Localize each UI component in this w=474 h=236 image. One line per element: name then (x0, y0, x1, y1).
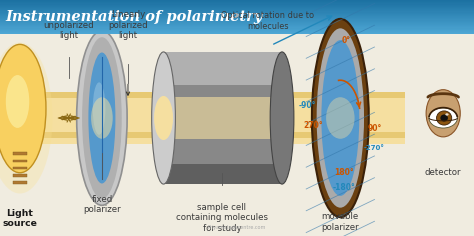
Bar (0, 25, 474, 26)
Text: detector: detector (425, 168, 462, 177)
Ellipse shape (91, 97, 113, 139)
Bar (164, 97, 282, 139)
Bar (0, 7, 474, 8)
Bar (0, 32, 474, 33)
Bar (164, 52, 282, 85)
Bar (0, 21, 474, 22)
Bar (0, 19, 474, 21)
Bar (0, 26, 474, 27)
Bar (0, 8, 474, 9)
Bar (0, 30, 474, 31)
Ellipse shape (426, 90, 460, 137)
Bar (164, 52, 282, 184)
Bar (13, 152, 27, 155)
Text: Light
source: Light source (2, 209, 37, 228)
Bar (164, 164, 282, 184)
Ellipse shape (317, 28, 364, 208)
Ellipse shape (154, 96, 173, 140)
Bar (0, 29, 474, 30)
Bar (0, 4, 474, 6)
Ellipse shape (88, 52, 115, 184)
Bar (40, 92, 405, 98)
Text: 270°: 270° (303, 121, 323, 130)
Bar (13, 181, 27, 184)
Ellipse shape (6, 75, 29, 128)
Bar (0, 17, 474, 18)
Bar (0, 1, 474, 2)
Bar (0, 0, 474, 1)
Ellipse shape (326, 97, 355, 139)
Bar (13, 167, 27, 169)
Text: Linearly
polarized
light: Linearly polarized light (108, 10, 148, 40)
Bar (0, 14, 474, 15)
Ellipse shape (270, 52, 294, 184)
Text: sample cell
containing molecules
for study: sample cell containing molecules for stu… (176, 203, 268, 233)
Text: 180°: 180° (334, 168, 354, 177)
Ellipse shape (0, 42, 53, 194)
Bar (13, 174, 27, 177)
Bar (0, 27, 474, 29)
Ellipse shape (440, 114, 448, 122)
Ellipse shape (446, 113, 448, 116)
Ellipse shape (77, 31, 127, 205)
Text: Instrumentation of polarimetry: Instrumentation of polarimetry (6, 10, 263, 24)
Text: 0°: 0° (342, 36, 350, 45)
Text: Priyamstudycentre.com: Priyamstudycentre.com (208, 225, 266, 230)
Ellipse shape (93, 82, 105, 135)
Bar (0, 9, 474, 10)
Bar (0, 11, 474, 13)
Bar (0, 22, 474, 23)
Ellipse shape (429, 108, 457, 128)
Bar (0, 10, 474, 11)
Bar (40, 132, 405, 138)
Bar (0, 6, 474, 7)
Text: unpolarized
light: unpolarized light (44, 21, 94, 40)
Ellipse shape (82, 37, 122, 199)
Ellipse shape (321, 40, 359, 196)
Ellipse shape (437, 111, 452, 125)
Bar (0, 24, 474, 25)
Text: fixed
polarizer: fixed polarizer (83, 195, 121, 214)
Bar (0, 16, 474, 17)
Ellipse shape (152, 52, 175, 184)
Bar (0, 23, 474, 24)
Ellipse shape (312, 19, 369, 217)
Bar (0, 33, 474, 34)
Text: -180°: -180° (333, 183, 356, 192)
Bar (13, 160, 27, 162)
Text: 90°: 90° (367, 124, 382, 133)
Text: movable
polarizer: movable polarizer (321, 212, 359, 232)
Ellipse shape (0, 44, 46, 173)
Bar (0, 13, 474, 14)
Bar (0, 18, 474, 19)
Bar (0, 2, 474, 4)
Text: -90°: -90° (299, 101, 316, 110)
Bar (0, 15, 474, 16)
Text: Optical rotation due to
molecules: Optical rotation due to molecules (221, 11, 314, 31)
FancyBboxPatch shape (40, 92, 405, 144)
Bar (0, 31, 474, 32)
Text: -270°: -270° (364, 144, 385, 151)
